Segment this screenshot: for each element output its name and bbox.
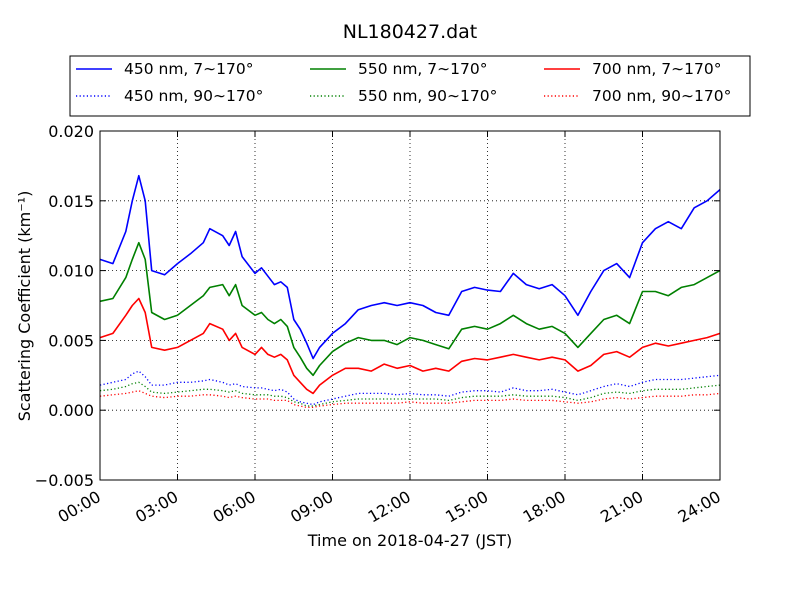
x-tick-label: 18:00 <box>520 487 569 527</box>
legend-label: 550 nm, 7∼170° <box>358 60 487 78</box>
series-line-550-nm-7-170- <box>99 241 721 377</box>
y-tick-label: 0.005 <box>48 331 94 350</box>
x-axis-label: Time on 2018-04-27 (JST) <box>307 531 512 550</box>
x-tick-label: 03:00 <box>132 487 181 527</box>
y-tick-label: 0.020 <box>48 122 94 141</box>
legend-label: 700 nm, 90∼170° <box>592 87 731 105</box>
chart-title: NL180427.dat <box>343 21 478 43</box>
x-tick-label: 24:00 <box>675 487 724 527</box>
legend-entries: 450 nm, 7∼170° 550 nm, 7∼170° 700 nm, 7∼17… <box>76 60 731 105</box>
y-tick-label: 0.015 <box>48 192 94 211</box>
legend-label: 700 nm, 7∼170° <box>592 60 721 78</box>
y-tick-label: 0.010 <box>48 262 94 281</box>
x-tick-label: 15:00 <box>442 487 491 527</box>
series-line-450-nm-90-170- <box>99 370 721 406</box>
x-tick-label: 21:00 <box>597 487 646 527</box>
legend-label: 450 nm, 7∼170° <box>124 60 253 78</box>
x-tick-label: 06:00 <box>210 487 259 527</box>
y-tick-label: 0.000 <box>48 401 94 420</box>
series-line-450-nm-7-170- <box>99 174 721 360</box>
legend-label: 550 nm, 90∼170° <box>358 87 497 105</box>
x-tick-label: 12:00 <box>365 487 414 527</box>
series-line-700-nm-7-170- <box>99 297 721 395</box>
plot-background <box>100 131 720 480</box>
y-axis-label: Scattering Coefficient (km⁻¹) <box>15 191 34 422</box>
series-line-550-nm-90-170- <box>99 381 721 407</box>
x-tick-label: 09:00 <box>287 487 336 527</box>
grid-lines <box>100 131 720 480</box>
y-tick-label: −0.005 <box>35 471 94 490</box>
legend-label: 450 nm, 90∼170° <box>124 87 263 105</box>
series-line-700-nm-90-170- <box>99 390 721 409</box>
legend: 450 nm, 7∼170° 550 nm, 7∼170° 700 nm, 7∼17… <box>69 55 751 117</box>
series-layer <box>99 174 721 409</box>
plot-area: 00:00 03:00 06:00 09:00 12:00 15:00 18:00 21:00… <box>35 122 724 527</box>
legend-frame <box>69 55 751 117</box>
x-tick-label: 00:00 <box>55 487 104 527</box>
